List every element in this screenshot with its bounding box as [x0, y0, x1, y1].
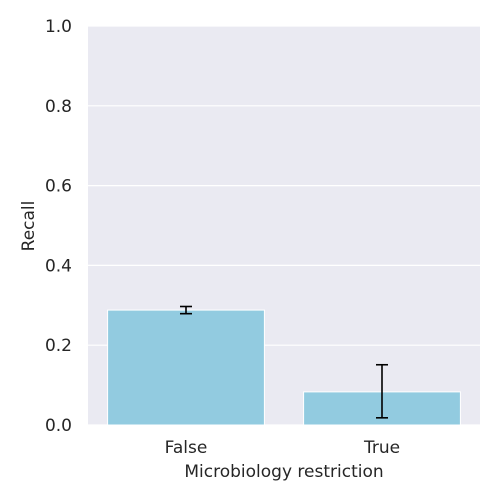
y-tick-label: 0.4 [45, 256, 72, 276]
error-bar-true [376, 363, 388, 419]
x-tick-labels: False True [165, 438, 400, 458]
y-tick-label: 0.6 [45, 177, 72, 197]
y-tick-label: 1.0 [45, 17, 72, 37]
y-tick-label: 0.0 [45, 416, 72, 436]
bar-false [107, 309, 265, 426]
error-bar-false [180, 305, 192, 315]
y-tick-label: 0.8 [45, 97, 72, 117]
y-axis-label: Recall [19, 201, 39, 252]
x-axis-label: Microbiology restriction [184, 462, 383, 482]
y-tick-label: 0.2 [45, 336, 72, 356]
x-tick-label: True [363, 438, 400, 458]
bars [107, 309, 461, 426]
error-bars [180, 305, 388, 419]
x-tick-label: False [165, 438, 208, 458]
y-tick-labels: 0.0 0.2 0.4 0.6 0.8 1.0 [45, 17, 72, 436]
